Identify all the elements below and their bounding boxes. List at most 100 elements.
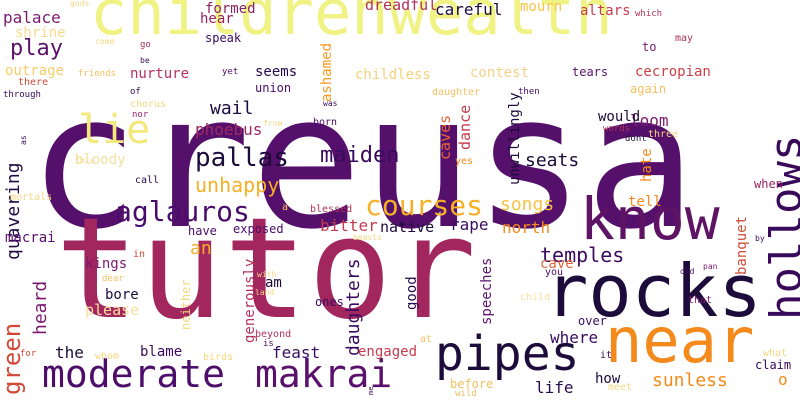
- word-dear: dear: [102, 274, 124, 284]
- word-life: life: [535, 378, 574, 397]
- word-that: that: [688, 295, 713, 306]
- word-please: please: [85, 301, 140, 319]
- word-at: at: [420, 334, 433, 345]
- word-temples: temples: [540, 243, 625, 267]
- word-call: call: [135, 175, 160, 186]
- word-mourn: mourn: [520, 0, 563, 15]
- word-an: an: [190, 238, 212, 259]
- word-seems: seems: [255, 64, 298, 80]
- word-near: near: [605, 304, 755, 377]
- word-be: be: [140, 56, 150, 65]
- word-dreadful: dreadful: [365, 0, 438, 14]
- word-creusa: creusa: [28, 54, 697, 270]
- word-before: before: [450, 377, 494, 391]
- word-where: where: [550, 328, 599, 347]
- word-makrai: makrai: [255, 352, 393, 396]
- word-beasts: beasts: [353, 233, 382, 242]
- word-mortals: mortals: [10, 192, 53, 203]
- word-loom: loom: [630, 111, 669, 130]
- word-when: when: [754, 177, 783, 191]
- word-then: then: [518, 87, 540, 97]
- word-have: have: [188, 224, 217, 238]
- word-through: through: [3, 90, 41, 100]
- word-of: of: [130, 87, 141, 97]
- word-feast: feast: [272, 343, 321, 362]
- word-bitter: bitter: [320, 216, 378, 235]
- word-blame: blame: [140, 344, 183, 360]
- word-blessed: blessed: [310, 204, 353, 215]
- word-hate: hate: [639, 148, 655, 182]
- word-daughters: daughters: [343, 258, 364, 356]
- word-gods: gods: [70, 0, 90, 8]
- word-seats: seats: [525, 150, 580, 171]
- word-o: o: [778, 370, 788, 389]
- word-rape: rape: [450, 215, 489, 234]
- word-yes: yes: [455, 156, 474, 167]
- word-play: play: [10, 36, 63, 61]
- word-was: was: [323, 99, 338, 108]
- word-native: native: [380, 218, 435, 236]
- word-neither: neither: [179, 279, 193, 330]
- word-ones: ones: [315, 295, 344, 309]
- word-macrai: macrai: [5, 230, 56, 246]
- word-it: it: [600, 350, 613, 361]
- word-union: union: [255, 81, 292, 95]
- word-bloody: bloody: [75, 152, 126, 168]
- word-whom: whom: [95, 351, 120, 362]
- word-as: as: [19, 135, 28, 145]
- word-sunless: sunless: [652, 370, 728, 391]
- word-to: to: [642, 40, 657, 54]
- word-ashamed: ashamed: [319, 42, 335, 102]
- word-over: over: [578, 314, 607, 328]
- word-with: with: [257, 270, 277, 279]
- word-tutor: tutor: [55, 188, 477, 351]
- word-engaged: engaged: [358, 344, 418, 360]
- word-childrenwealth: childrenwealth: [90, 0, 613, 49]
- word-courses: courses: [365, 189, 484, 222]
- word-dont: dont: [625, 134, 647, 144]
- word-pallas: pallas: [195, 143, 289, 173]
- word-yet: yet: [222, 67, 239, 77]
- word-pan: pan: [703, 262, 718, 271]
- word-good: good: [404, 276, 420, 310]
- word-what: what: [763, 348, 788, 359]
- word-formed: formed: [205, 1, 256, 17]
- word-caves: caves: [436, 114, 454, 160]
- word-for: for: [20, 349, 37, 359]
- word-am: am: [265, 275, 282, 291]
- word-old: old: [680, 267, 695, 276]
- word-unhappy: unhappy: [195, 173, 280, 197]
- word-nor: nor: [132, 110, 149, 120]
- word-go: go: [140, 40, 151, 50]
- word-daughter: daughter: [432, 87, 481, 98]
- word-you: you: [545, 267, 564, 278]
- word-shrine: shrine: [15, 25, 66, 41]
- word-songs: songs: [500, 194, 555, 215]
- word-come: come: [95, 37, 115, 46]
- word-is: is: [263, 339, 274, 349]
- word-there: there: [18, 77, 49, 88]
- word-speak: speak: [205, 31, 242, 45]
- word-phoebus: phoebus: [195, 120, 263, 139]
- word-by: by: [755, 234, 765, 243]
- word-this: this: [75, 156, 95, 165]
- word-born: born: [313, 117, 338, 128]
- word-three: three: [648, 129, 679, 140]
- word-again: again: [630, 82, 667, 96]
- word-bore: bore: [105, 287, 139, 303]
- word-in: in: [133, 249, 146, 260]
- word-lie: lie: [78, 107, 151, 153]
- word-the: the: [55, 343, 84, 362]
- word-how: how: [595, 371, 621, 387]
- word-chorus: chorus: [130, 99, 167, 110]
- word-kings: kings: [85, 256, 128, 272]
- word-know: know: [580, 185, 720, 253]
- word-tears: tears: [572, 65, 609, 79]
- word-hear: hear: [200, 11, 234, 27]
- word-from: from: [263, 119, 283, 128]
- word-may: may: [675, 33, 694, 44]
- word-aglauros: aglauros: [115, 195, 250, 228]
- word-careful: careful: [435, 0, 503, 19]
- word-claim: claim: [755, 358, 792, 372]
